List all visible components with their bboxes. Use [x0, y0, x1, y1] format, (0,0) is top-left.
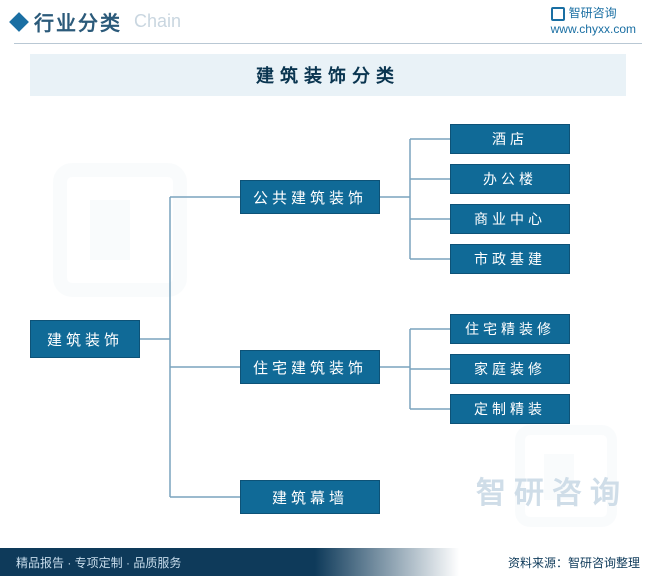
tree-node: 建筑装饰: [30, 320, 140, 358]
header-title: 行业分类: [34, 7, 122, 36]
tree-node: 建筑幕墙: [240, 480, 380, 514]
header-brand: 智研咨询 www.chyxx.com: [551, 6, 636, 37]
tree-node: 商业中心: [450, 204, 570, 234]
footer-left: 精品报告 · 专项定制 · 品质服务: [16, 554, 181, 571]
header: 行业分类 Chain 智研咨询 www.chyxx.com: [0, 0, 656, 41]
brand-logo-icon: [551, 7, 565, 21]
tree-node: 家庭装修: [450, 354, 570, 384]
tree-node: 市政基建: [450, 244, 570, 274]
tree-node: 住宅建筑装饰: [240, 350, 380, 384]
title-bar: 建筑装饰分类: [30, 54, 626, 96]
tree-node: 公共建筑装饰: [240, 180, 380, 214]
tree-canvas: 建筑装饰 公共建筑装饰 酒店办公楼商业中心市政基建住宅建筑装饰 住宅精装修家庭装修定制…: [0, 110, 656, 540]
footer-right: 资料来源：智研咨询整理: [508, 554, 640, 571]
footer: 精品报告 · 专项定制 · 品质服务 资料来源：智研咨询整理: [0, 548, 656, 576]
brand-name: 智研咨询: [569, 6, 617, 22]
tree-node: 住宅精装修: [450, 314, 570, 344]
tree-node: 定制精装: [450, 394, 570, 424]
brand-url: www.chyxx.com: [551, 22, 636, 38]
header-subtitle-ghost: Chain: [134, 11, 181, 32]
header-divider: [14, 43, 642, 44]
diamond-icon: [9, 12, 29, 32]
header-left: 行业分类 Chain: [12, 7, 181, 36]
tree-node: 办公楼: [450, 164, 570, 194]
tree-node: 酒店: [450, 124, 570, 154]
